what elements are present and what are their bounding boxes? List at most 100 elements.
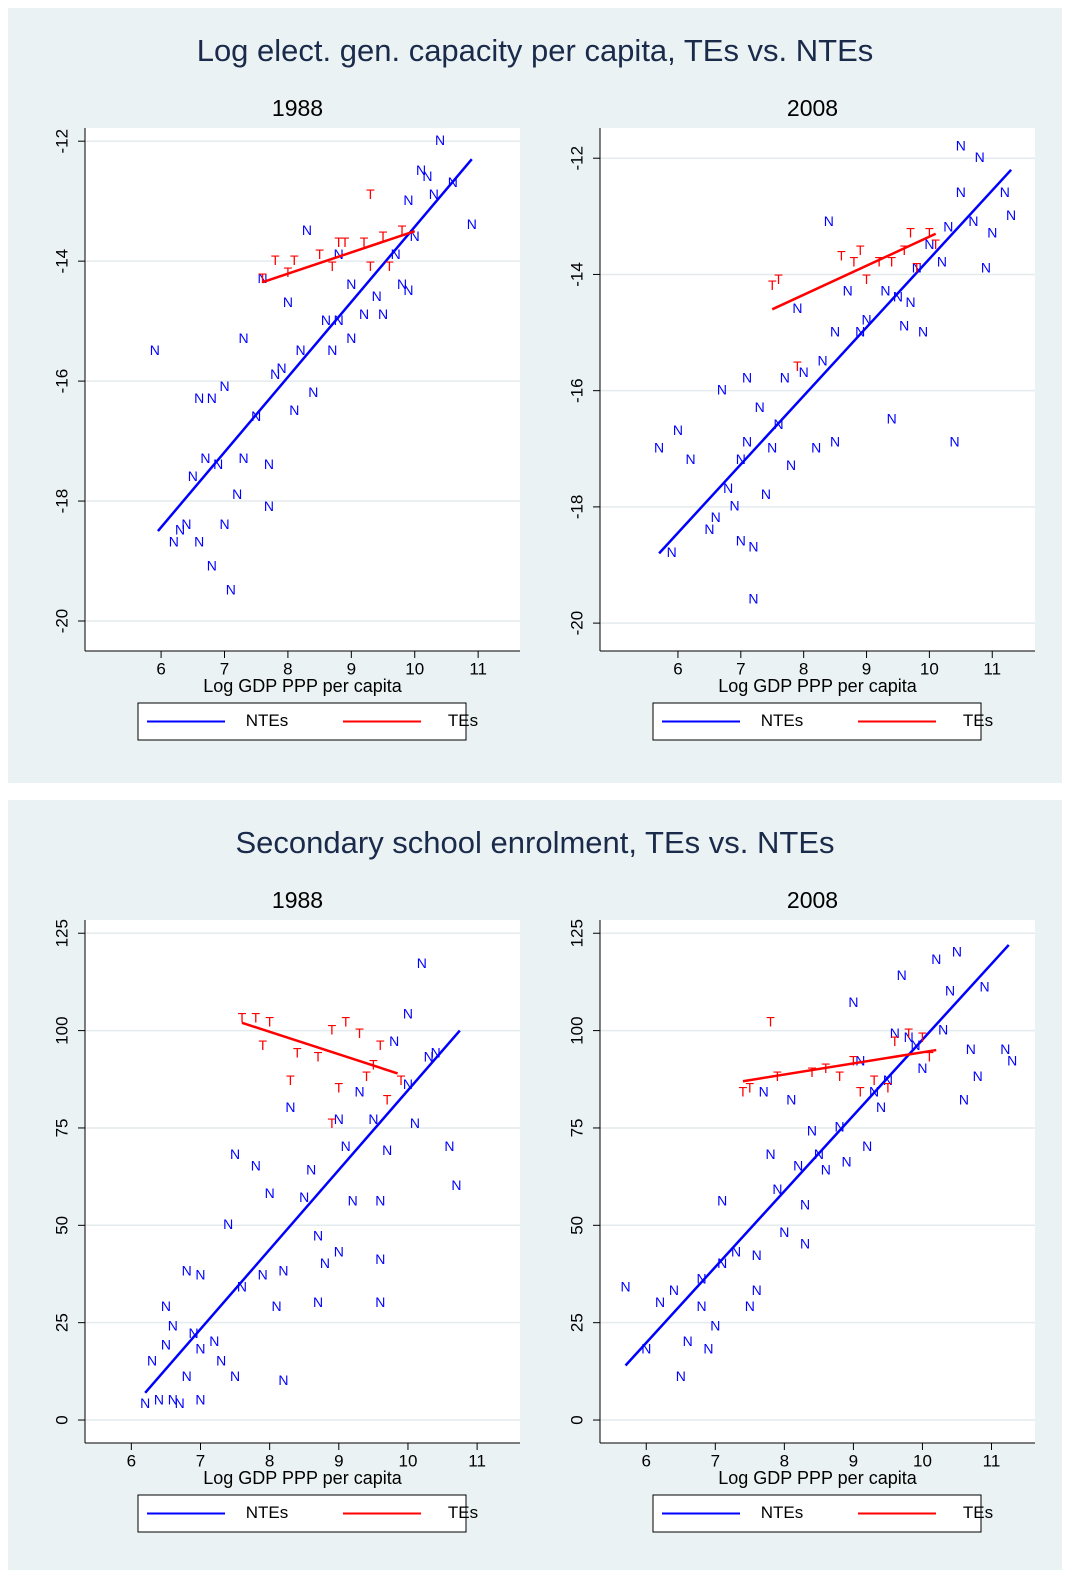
marker: N	[654, 439, 664, 455]
marker: N	[904, 1029, 914, 1045]
marker: N	[800, 1197, 810, 1213]
marker: T	[875, 254, 884, 270]
x-tick-label: 6	[642, 1451, 651, 1470]
marker: N	[195, 1391, 205, 1407]
marker: N	[717, 381, 727, 397]
marker: N	[807, 1123, 817, 1139]
marker: T	[746, 1080, 755, 1096]
marker: N	[786, 1091, 796, 1107]
marker: N	[223, 1216, 233, 1232]
x-tick-label: 9	[347, 659, 356, 678]
marker: N	[696, 1271, 706, 1287]
panel-subtitle: 2008	[787, 887, 838, 913]
marker: N	[945, 982, 955, 998]
marker: N	[793, 1158, 803, 1174]
marker: N	[910, 1037, 920, 1053]
legend-label: NTEs	[761, 711, 804, 730]
x-tick-label: 7	[736, 659, 745, 678]
marker: N	[883, 1072, 893, 1088]
marker: N	[745, 1298, 755, 1314]
marker: N	[168, 1391, 178, 1407]
legend-label: TEs	[963, 1503, 993, 1522]
marker: N	[667, 544, 677, 560]
marker: N	[378, 306, 388, 322]
marker: N	[861, 312, 871, 328]
marker: N	[296, 342, 306, 358]
marker: N	[238, 450, 248, 466]
panel-subtitle: 1988	[272, 887, 323, 913]
marker: N	[905, 294, 915, 310]
marker: N	[265, 1185, 275, 1201]
marker: N	[359, 306, 369, 322]
marker: N	[1006, 207, 1016, 223]
marker: N	[830, 323, 840, 339]
marker: N	[893, 288, 903, 304]
marker: N	[403, 1076, 413, 1092]
marker: N	[987, 224, 997, 240]
marker: N	[723, 480, 733, 496]
y-tick-label: -14	[52, 249, 71, 274]
marker: N	[209, 1333, 219, 1349]
marker: T	[341, 234, 350, 250]
marker: N	[444, 1138, 454, 1154]
x-tick-label: 11	[983, 1451, 1001, 1470]
marker: N	[855, 323, 865, 339]
marker: T	[837, 248, 846, 264]
fit-line	[658, 168, 1013, 555]
fit-line	[262, 229, 416, 284]
marker: N	[731, 1243, 741, 1259]
marker: N	[264, 498, 274, 514]
marker: N	[382, 1142, 392, 1158]
marker: N	[830, 434, 840, 450]
x-axis-label: Log GDP PPP per capita	[203, 676, 402, 696]
marker: N	[258, 1267, 268, 1283]
marker: N	[748, 591, 758, 607]
marker: T	[284, 264, 293, 280]
marker: N	[416, 162, 426, 178]
marker: N	[956, 184, 966, 200]
marker: N	[410, 1115, 420, 1131]
marker: N	[876, 1099, 886, 1115]
marker: N	[302, 222, 312, 238]
marker: N	[641, 1341, 651, 1357]
marker: N	[767, 439, 777, 455]
marker: T	[774, 271, 783, 287]
marker: N	[313, 1294, 323, 1310]
marker: T	[271, 252, 280, 268]
marker: T	[341, 1014, 350, 1030]
marker: N	[375, 1193, 385, 1209]
marker: N	[821, 1161, 831, 1177]
marker: N	[855, 1052, 865, 1068]
x-tick-label: 9	[849, 1451, 858, 1470]
marker: T	[286, 1072, 295, 1088]
marker: N	[207, 390, 217, 406]
fit-line	[144, 1029, 461, 1394]
marker: T	[315, 246, 324, 262]
x-axis-label: Log GDP PPP per capita	[718, 676, 917, 696]
panel-subtitle: 2008	[787, 95, 838, 121]
marker: N	[195, 1341, 205, 1357]
fit-line	[241, 1021, 398, 1075]
fit-line	[742, 1048, 937, 1083]
figure-title: Secondary school enrolment, TEs vs. NTEs	[235, 825, 834, 860]
marker: N	[424, 1049, 434, 1065]
marker: N	[752, 1282, 762, 1298]
marker: T	[290, 252, 299, 268]
marker: T	[793, 358, 802, 374]
marker: N	[887, 410, 897, 426]
marker: T	[856, 242, 865, 258]
marker: T	[397, 1072, 406, 1088]
x-tick-label: 10	[405, 659, 424, 678]
marker: N	[431, 1045, 441, 1061]
marker: N	[327, 342, 337, 358]
marker: N	[710, 1317, 720, 1333]
marker: N	[620, 1278, 630, 1294]
marker: N	[283, 294, 293, 310]
y-tick-label: 0	[567, 1415, 586, 1424]
marker: T	[379, 228, 388, 244]
figure-title: Log elect. gen. capacity per capita, TEs…	[197, 33, 874, 68]
marker: N	[717, 1193, 727, 1209]
y-tick-label: 75	[567, 1118, 586, 1137]
marker: N	[451, 1177, 461, 1193]
x-tick-label: 8	[283, 659, 292, 678]
